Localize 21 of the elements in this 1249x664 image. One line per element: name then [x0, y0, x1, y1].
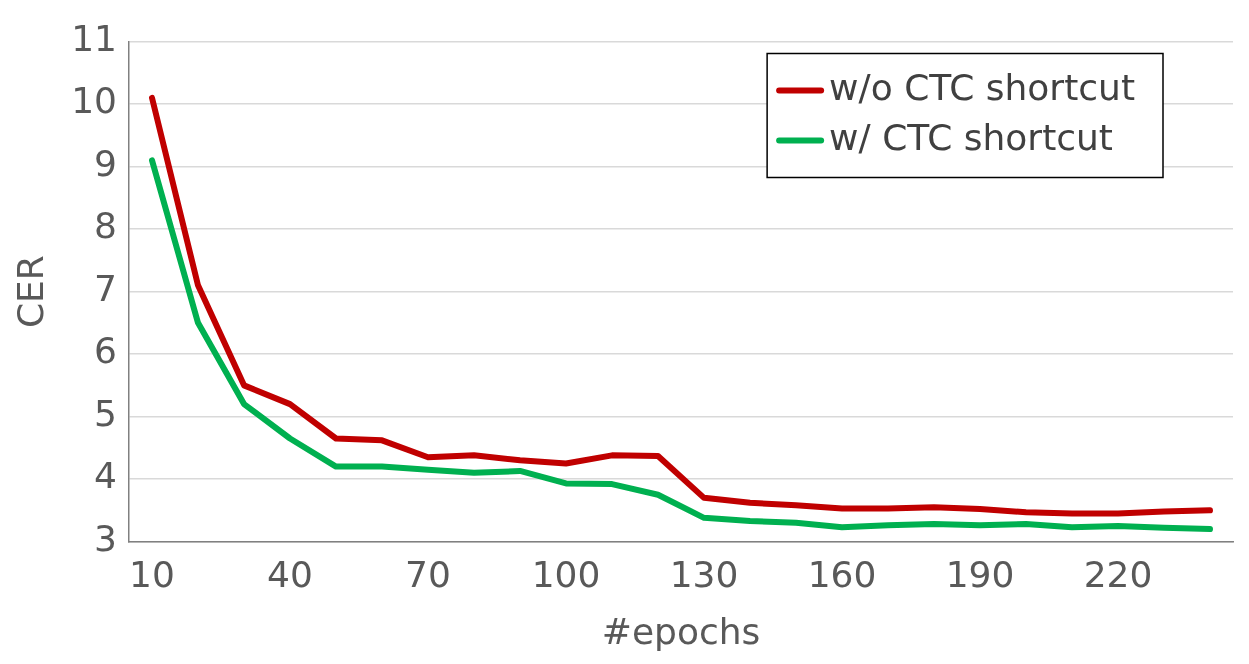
y-tick-label: 11 — [71, 17, 118, 59]
x-tick-label: 130 — [669, 553, 739, 595]
y-tick-label: 9 — [94, 142, 118, 184]
y-tick-label: 5 — [94, 392, 118, 434]
x-tick-label: 190 — [945, 553, 1015, 595]
x-tick-label: 160 — [807, 553, 877, 595]
x-tick-label: 10 — [129, 553, 175, 595]
y-tick-label: 7 — [94, 267, 118, 309]
x-axis-title: #epochs — [601, 610, 761, 652]
y-tick-label: 4 — [94, 455, 118, 497]
y-tick-label: 10 — [71, 80, 118, 122]
legend-label: w/ CTC shortcut — [829, 116, 1113, 158]
x-tick-label: 70 — [405, 553, 451, 595]
x-tick-label: 100 — [531, 553, 601, 595]
x-tick-label: 40 — [267, 553, 313, 595]
y-axis-title: CER — [9, 255, 51, 329]
x-tick-label: 220 — [1083, 553, 1153, 595]
y-tick-label: 6 — [94, 330, 118, 372]
legend-label: w/o CTC shortcut — [829, 66, 1136, 108]
y-tick-label: 8 — [94, 205, 118, 247]
y-tick-label: 3 — [94, 517, 118, 559]
